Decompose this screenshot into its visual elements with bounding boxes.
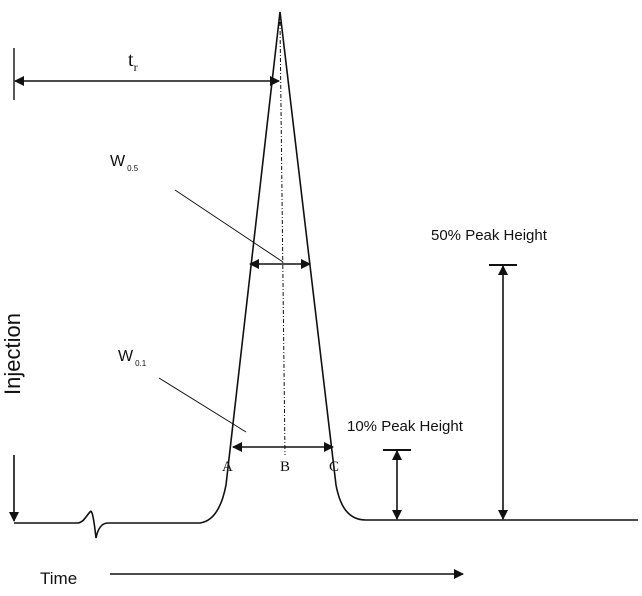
w01-leader-line xyxy=(158,377,247,433)
point-a-label: A xyxy=(222,459,233,475)
w01-label: W 0.1 xyxy=(118,348,147,368)
chromatogram-trace xyxy=(14,11,638,539)
w05-label: W 0.5 xyxy=(110,153,139,173)
point-b-label: B xyxy=(280,459,290,475)
peak-center-line xyxy=(279,21,286,456)
fifty-percent-label: 50% Peak Height xyxy=(431,227,548,244)
point-c-label: C xyxy=(329,459,339,475)
injection-label: Injection xyxy=(0,313,25,395)
ten-percent-label: 10% Peak Height xyxy=(347,418,464,435)
time-label: Time xyxy=(40,569,77,588)
w05-leader-line xyxy=(174,189,284,263)
retention-time-label: tr xyxy=(128,49,138,74)
